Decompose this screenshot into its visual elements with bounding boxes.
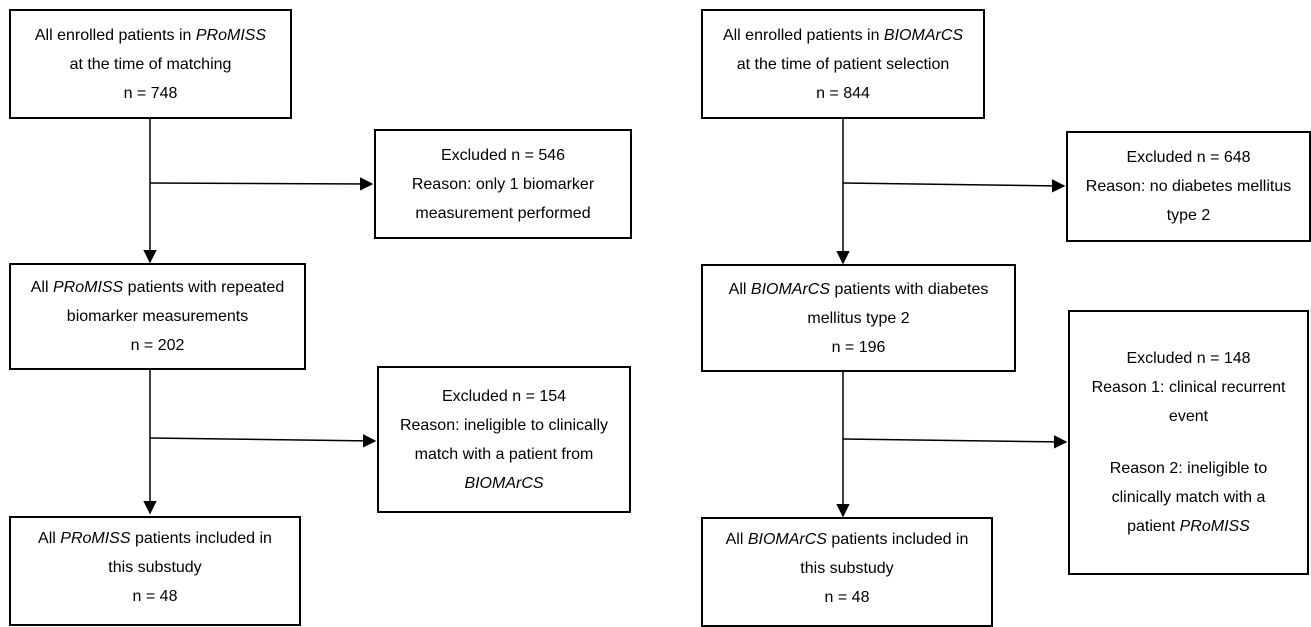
right-excluded-1-box: Excluded n = 648 Reason: no diabetes mel… <box>1066 131 1311 242</box>
left-included-box: All PRoMISS patients included in this su… <box>9 516 301 626</box>
right-diabetes-box: All BIOMArCS patients with diabetes mell… <box>701 264 1016 372</box>
arrow-left-to-excl1 <box>149 177 374 191</box>
arrow-right-to-excl1 <box>842 179 1066 193</box>
left-repeated-box: All PRoMISS patients with repeated bioma… <box>9 263 306 370</box>
right-excluded-2-box: Excluded n = 148 Reason 1: clinical recu… <box>1068 310 1309 575</box>
left-enrolled-box: All enrolled patients in PRoMISS at the … <box>9 9 292 119</box>
arrow-left-to-excl2 <box>149 434 377 448</box>
left-excluded-1-box: Excluded n = 546 Reason: only 1 biomarke… <box>374 129 632 239</box>
left-excluded-2-box: Excluded n = 154 Reason: ineligible to c… <box>377 366 631 513</box>
arrow-right-to-excl2 <box>842 435 1068 449</box>
right-included-box: All BIOMArCS patients included in this s… <box>701 517 993 627</box>
right-enrolled-box: All enrolled patients in BIOMArCS at the… <box>701 9 985 119</box>
